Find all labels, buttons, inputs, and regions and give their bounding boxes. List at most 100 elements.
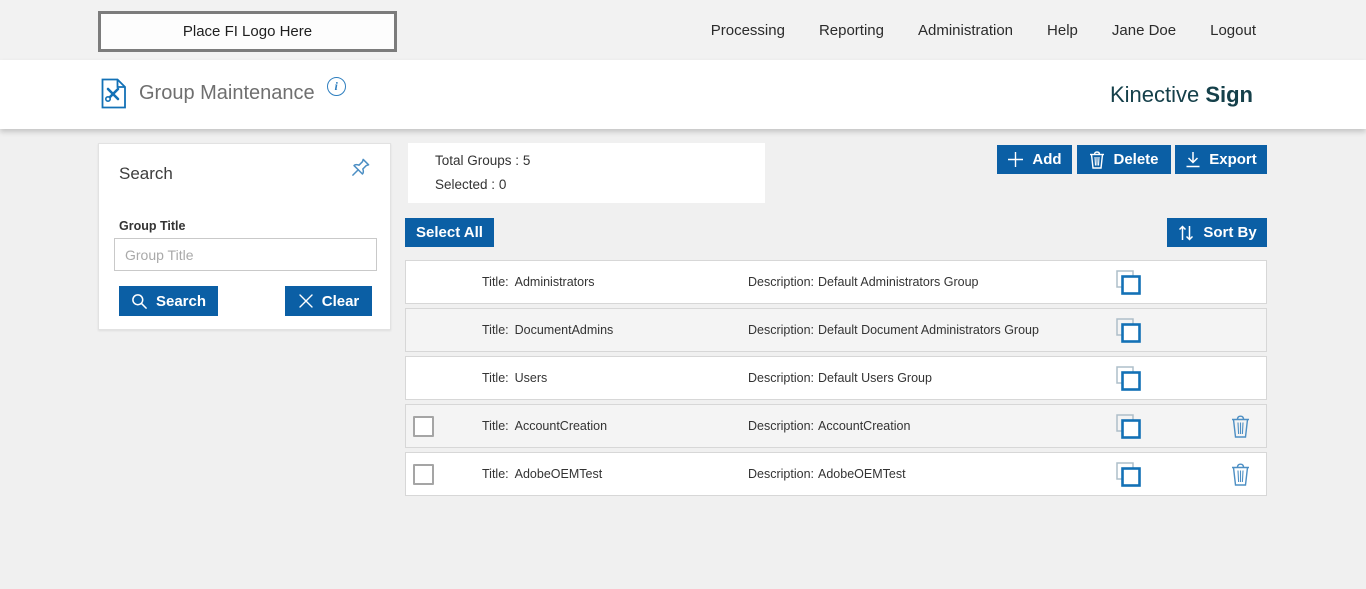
copy-icon[interactable] bbox=[1115, 461, 1142, 488]
copy-icon[interactable] bbox=[1115, 413, 1142, 440]
row-copy-cell bbox=[1098, 365, 1158, 392]
row-title-value: DocumentAdmins bbox=[514, 323, 614, 337]
nav-reporting[interactable]: Reporting bbox=[818, 21, 884, 39]
row-description-cell: Description: Default Administrators Group bbox=[740, 275, 1098, 289]
table-row: Title: AdobeOEMTest Description: AdobeOEMT… bbox=[405, 452, 1267, 496]
plus-icon bbox=[1008, 152, 1024, 167]
row-description-value: Default Administrators Group bbox=[818, 275, 979, 289]
export-button-label: Export bbox=[1209, 151, 1257, 168]
nav-user-name[interactable]: Jane Doe bbox=[1111, 21, 1177, 39]
row-title-cell: Title: DocumentAdmins bbox=[474, 323, 740, 337]
copy-icon[interactable] bbox=[1115, 365, 1142, 392]
copy-icon[interactable] bbox=[1115, 269, 1142, 296]
row-description-label: Description: bbox=[748, 467, 814, 481]
row-copy-cell bbox=[1098, 413, 1158, 440]
row-checkbox[interactable] bbox=[413, 415, 434, 437]
sort-by-button[interactable]: Sort By bbox=[1167, 218, 1267, 247]
copy-icon[interactable] bbox=[1115, 317, 1142, 344]
add-button[interactable]: Add bbox=[997, 145, 1072, 174]
row-description-label: Description: bbox=[748, 419, 814, 433]
row-copy-cell bbox=[1098, 461, 1158, 488]
table-row: Title: AccountCreation Description: Accoun… bbox=[405, 404, 1267, 448]
row-title-label: Title: bbox=[482, 323, 509, 337]
row-trash-cell bbox=[1158, 271, 1268, 294]
export-button[interactable]: Export bbox=[1175, 145, 1267, 174]
row-description-cell: Description: Default Users Group bbox=[740, 371, 1098, 385]
add-button-label: Add bbox=[1032, 151, 1062, 168]
select-all-button[interactable]: Select All bbox=[405, 218, 494, 247]
trash-icon-white bbox=[1090, 150, 1105, 169]
sort-by-label: Sort By bbox=[1203, 224, 1257, 241]
row-checkbox[interactable] bbox=[413, 463, 434, 485]
selected-label: Selected : bbox=[435, 177, 496, 192]
row-description-cell: Description: AccountCreation bbox=[740, 419, 1098, 433]
page-header: Group Maintenance i Kinective Sign bbox=[0, 60, 1366, 129]
search-button[interactable]: Search bbox=[119, 286, 218, 316]
row-title-cell: Title: AccountCreation bbox=[474, 419, 740, 433]
fi-logo-placeholder: Place FI Logo Here bbox=[98, 11, 397, 52]
row-description-label: Description: bbox=[748, 275, 814, 289]
row-trash-cell bbox=[1158, 414, 1268, 438]
clear-button-label: Clear bbox=[321, 292, 360, 310]
row-title-label: Title: bbox=[482, 467, 509, 481]
select-all-label: Select All bbox=[416, 224, 483, 241]
row-description-value: Default Users Group bbox=[818, 371, 932, 385]
clear-x-icon bbox=[299, 294, 313, 308]
selected-line: Selected : 0 bbox=[435, 177, 506, 192]
sort-arrows-icon bbox=[1179, 224, 1194, 241]
nav-administration[interactable]: Administration bbox=[917, 21, 1014, 39]
group-title-input[interactable] bbox=[114, 238, 377, 271]
info-icon[interactable]: i bbox=[326, 77, 346, 96]
row-description-label: Description: bbox=[748, 371, 814, 385]
row-trash-cell bbox=[1158, 367, 1268, 390]
row-trash-cell bbox=[1158, 462, 1268, 486]
row-checkbox-cell bbox=[406, 320, 474, 341]
group-title-label: Group Title bbox=[119, 219, 186, 233]
row-title-label: Title: bbox=[482, 419, 509, 433]
summary-box: Total Groups : 5 Selected : 0 bbox=[408, 143, 765, 203]
row-description-cell: Description: Default Document Administrat… bbox=[740, 323, 1098, 337]
brand-logo: Kinective Sign bbox=[1110, 82, 1253, 108]
trash-icon[interactable] bbox=[1231, 462, 1250, 486]
delete-button-label: Delete bbox=[1113, 151, 1159, 168]
fi-logo-text: Place FI Logo Here bbox=[182, 23, 313, 40]
total-groups-line: Total Groups : 5 bbox=[435, 153, 530, 168]
group-list: Title: Administrators Description: Default… bbox=[405, 260, 1267, 500]
row-checkbox-cell bbox=[406, 272, 474, 293]
row-title-cell: Title: AdobeOEMTest bbox=[474, 467, 740, 481]
search-panel-title: Search bbox=[119, 164, 173, 183]
nav-logout[interactable]: Logout bbox=[1210, 21, 1256, 39]
table-row: Title: DocumentAdmins Description: Default… bbox=[405, 308, 1267, 352]
group-maintenance-doc-icon bbox=[101, 78, 126, 109]
row-copy-cell bbox=[1098, 317, 1158, 344]
row-trash-cell bbox=[1158, 319, 1268, 342]
total-groups-value: 5 bbox=[522, 153, 531, 168]
brand-regular: Kinective bbox=[1109, 82, 1206, 107]
row-description-label: Description: bbox=[748, 323, 814, 337]
pin-icon[interactable] bbox=[346, 156, 372, 187]
table-row: Title: Users Description: Default Users Gr… bbox=[405, 356, 1267, 400]
row-description-value: AdobeOEMTest bbox=[818, 467, 906, 481]
search-button-label: Search bbox=[155, 292, 207, 310]
row-title-value: AccountCreation bbox=[514, 419, 608, 433]
row-checkbox-cell bbox=[406, 463, 474, 485]
clear-button[interactable]: Clear bbox=[285, 286, 372, 316]
table-row: Title: Administrators Description: Default… bbox=[405, 260, 1267, 304]
row-checkbox-cell bbox=[406, 368, 474, 389]
row-title-value: AdobeOEMTest bbox=[514, 467, 603, 481]
total-groups-label: Total Groups : bbox=[435, 153, 520, 168]
search-icon bbox=[132, 293, 147, 309]
row-title-cell: Title: Users bbox=[474, 371, 740, 385]
trash-icon[interactable] bbox=[1231, 414, 1250, 438]
row-title-value: Users bbox=[514, 371, 548, 385]
nav-help[interactable]: Help bbox=[1047, 21, 1078, 39]
row-title-label: Title: bbox=[482, 371, 509, 385]
brand-bold: Sign bbox=[1205, 82, 1253, 107]
row-description-cell: Description: AdobeOEMTest bbox=[740, 467, 1098, 481]
nav-processing[interactable]: Processing bbox=[710, 21, 785, 39]
row-title-value: Administrators bbox=[514, 275, 595, 289]
page-title: Group Maintenance bbox=[139, 82, 315, 104]
delete-button[interactable]: Delete bbox=[1077, 145, 1171, 174]
selected-value: 0 bbox=[498, 177, 507, 192]
download-icon bbox=[1186, 152, 1200, 168]
